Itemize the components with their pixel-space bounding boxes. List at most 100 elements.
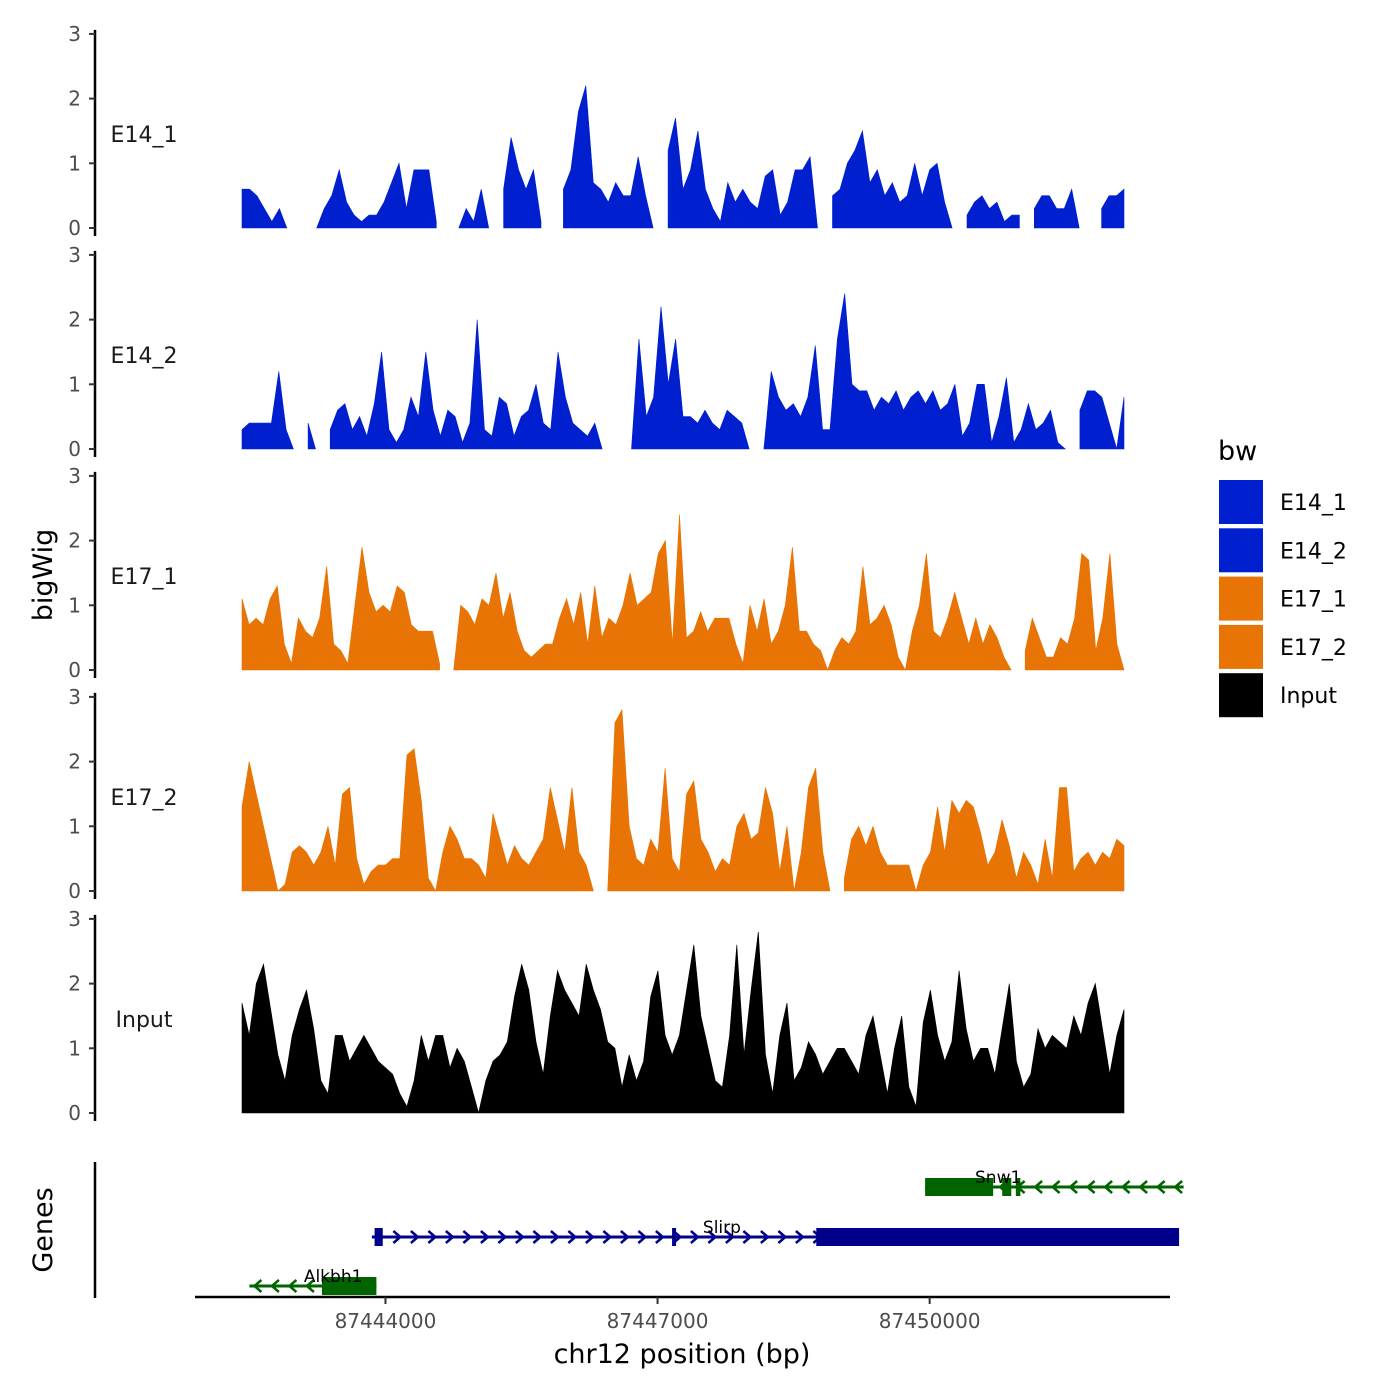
gene-alkbh1: Alkbh1: [249, 1267, 377, 1295]
y-tick-label: 2: [68, 87, 81, 111]
legend-swatch-e17-2: [1219, 624, 1263, 669]
strand-arrow: [1085, 1180, 1096, 1194]
track-e17-1: 0 1 2 3 E17_1: [68, 464, 1125, 682]
strand-arrow: [760, 1230, 770, 1244]
legend-label-e17-1: E17_1: [1280, 588, 1347, 613]
strand-arrow: [427, 1230, 438, 1244]
y-tick-label: 1: [68, 372, 81, 396]
signal-area-e14-2: [763, 293, 1066, 450]
y-tick-label: 0: [68, 879, 81, 903]
track-e17-2: 0 1 2 3 E17_2: [68, 685, 1125, 903]
signal-area-e14-1: [241, 188, 288, 229]
gene-track-title: Genes: [28, 1187, 59, 1272]
y-tick-label: 3: [68, 685, 81, 709]
y-tick-label: 1: [68, 593, 81, 617]
y-tick-label: 1: [68, 1036, 81, 1060]
x-tick-label: 87447000: [607, 1309, 709, 1333]
gene-label-alkbh1: Alkbh1: [304, 1267, 363, 1287]
legend-label-e17-2: E17_2: [1280, 636, 1347, 661]
strand-arrow: [777, 1230, 788, 1244]
track-label-e14-1: E14_1: [111, 123, 178, 148]
signal-area-e14-2: [631, 306, 750, 450]
y-tick-label: 3: [68, 907, 81, 931]
strand-arrow: [269, 1279, 280, 1293]
strand-arrow: [1120, 1180, 1131, 1194]
signal-area-e14-1: [667, 117, 818, 229]
signal-area-e17-2: [607, 708, 831, 892]
y-tick-label: 3: [68, 464, 81, 488]
strand-arrow: [497, 1230, 508, 1244]
strand-arrow: [585, 1230, 595, 1244]
gene-label-snw1: Snw1: [975, 1168, 1021, 1188]
legend-title: bw: [1218, 436, 1257, 467]
signal-area-e17-1: [453, 514, 1012, 671]
strand-arrow: [445, 1230, 455, 1244]
track-label-input: Input: [116, 1008, 173, 1033]
legend-label-e14-2: E14_2: [1280, 539, 1347, 564]
exon: [1015, 1178, 1021, 1196]
legend-swatch-e14-1: [1219, 480, 1263, 524]
y-tick-label: 1: [68, 814, 81, 838]
track-input: 0 1 2 3 Input: [68, 907, 1125, 1125]
signal-area-e17-2: [844, 787, 1125, 893]
track-label-e14-2: E14_2: [111, 344, 178, 369]
legend-swatch-e14-2: [1219, 528, 1263, 573]
signal-tracks: 0 1 2 3 E14_1 0 1 2 3 E14_2 0 1 2 3 E17_1 0 1 2 3 E17_2 0 1 2 3…: [68, 22, 1125, 1125]
strand-arrow: [287, 1279, 298, 1293]
legend-swatch-input: [1219, 673, 1263, 718]
y-tick-label: 0: [68, 437, 81, 461]
strand-arrow: [1138, 1180, 1148, 1194]
signal-area-input: [241, 931, 1125, 1114]
y-tick-label: 0: [68, 1101, 81, 1125]
exon: [321, 1277, 377, 1295]
legend-label-input: Input: [1280, 684, 1337, 709]
strand-arrow: [1103, 1180, 1113, 1194]
track-e14-2: 0 1 2 3 E14_2: [68, 243, 1125, 461]
gene-label-slirp: Slirp: [703, 1218, 741, 1238]
y-tick-label: 2: [68, 529, 81, 553]
strand-arrow: [462, 1230, 473, 1244]
strand-arrow: [480, 1230, 490, 1244]
x-axis-title: chr12 position (bp): [554, 1339, 811, 1370]
signal-area-e14-1: [503, 137, 542, 229]
strand-arrow: [742, 1230, 753, 1244]
signal-area-e17-1: [241, 547, 440, 671]
strand-arrow: [707, 1230, 718, 1244]
track-label-e17-1: E17_1: [111, 565, 178, 590]
strand-arrow: [304, 1279, 315, 1293]
y-tick-label: 3: [68, 22, 81, 46]
signal-area-e14-2: [329, 319, 603, 450]
strand-arrow: [690, 1230, 700, 1244]
strand-arrow: [1068, 1180, 1078, 1194]
signal-area-e14-2: [1079, 390, 1125, 450]
exon: [925, 1178, 994, 1196]
strand-arrow: [655, 1230, 665, 1244]
gene-slirp: Slirp: [371, 1218, 1180, 1246]
strand-arrow: [550, 1230, 560, 1244]
y-tick-label: 0: [68, 216, 81, 240]
strand-arrow: [620, 1230, 630, 1244]
gene-track: 87444000 87447000 87450000 Snw1 Slirp Alkbh1: [93, 1162, 1184, 1333]
signal-area-e14-2: [241, 371, 294, 450]
y-tick-label: 2: [68, 750, 81, 774]
strand-arrow: [795, 1230, 805, 1244]
strand-arrow: [515, 1230, 525, 1244]
strand-arrow: [410, 1230, 420, 1244]
exon: [374, 1228, 383, 1246]
signal-area-e14-1: [966, 195, 1020, 229]
y-tick-label: 2: [68, 308, 81, 332]
legend-swatch-e17-1: [1219, 576, 1263, 621]
track-label-e17-2: E17_2: [111, 786, 178, 811]
strand-arrow: [392, 1230, 403, 1244]
exon: [816, 1228, 1180, 1246]
exon: [1002, 1178, 1012, 1196]
signal-area-e14-1: [316, 162, 437, 229]
y-tick-label: 1: [68, 151, 81, 175]
strand-arrow: [1173, 1180, 1183, 1194]
y-tick-label: 2: [68, 972, 81, 996]
strand-arrow: [1033, 1180, 1043, 1194]
legend-label-e14-1: E14_1: [1280, 491, 1347, 516]
strand-arrow: [567, 1230, 578, 1244]
signal-area-e14-2: [307, 423, 316, 450]
